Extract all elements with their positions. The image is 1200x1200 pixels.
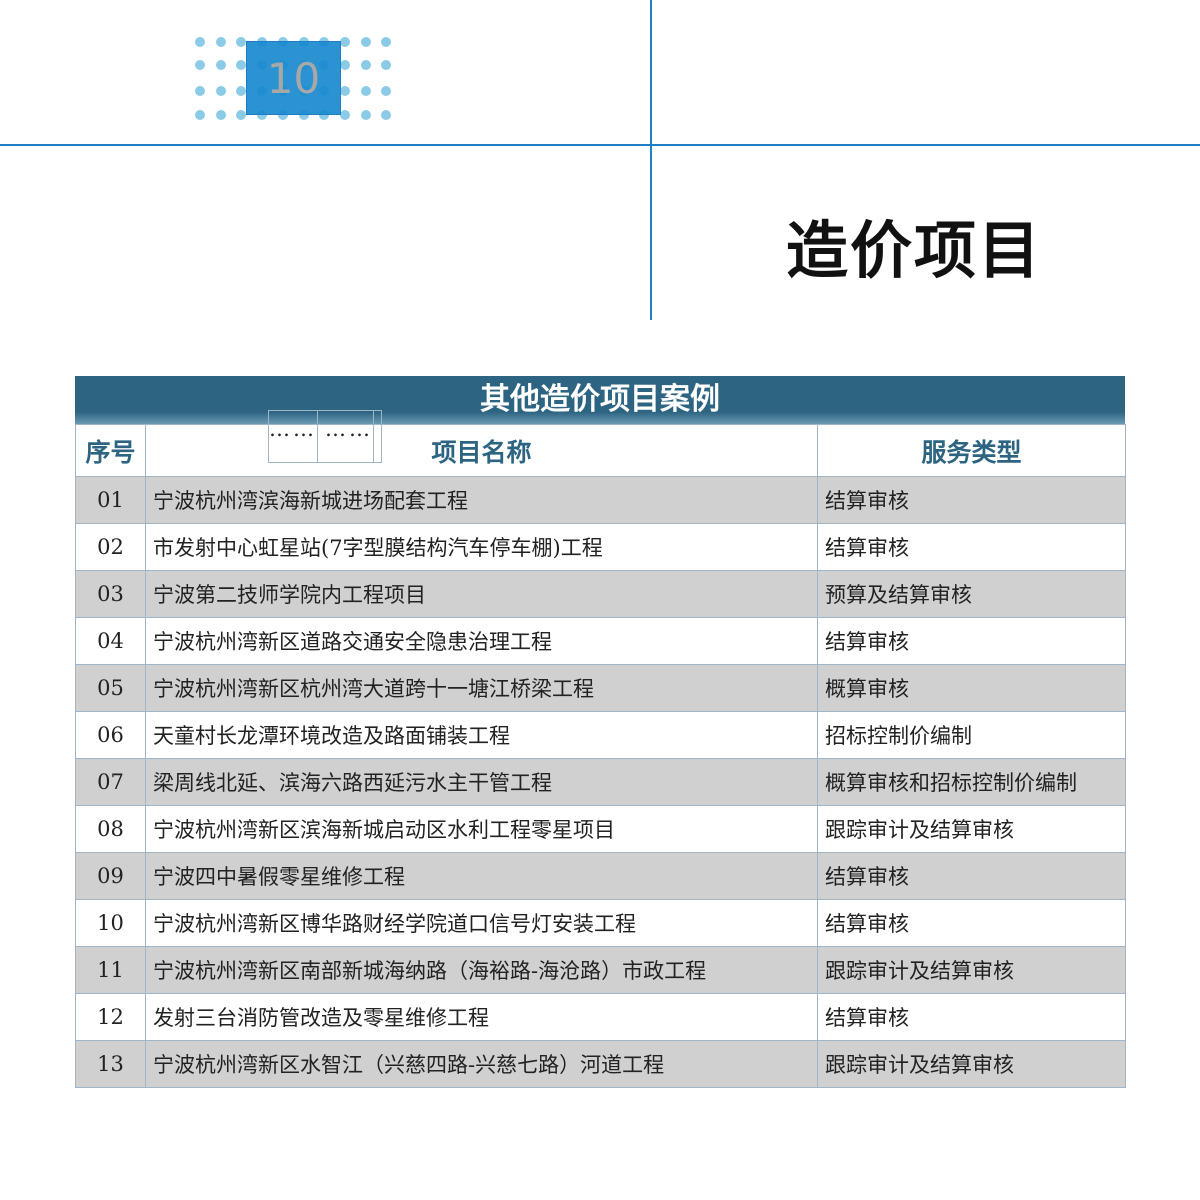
row-number: 04 [75,617,146,665]
row-number: 13 [75,1040,146,1088]
row-number: 07 [75,758,146,806]
dot [339,110,350,120]
dot [215,110,226,120]
row-number: 01 [75,476,146,524]
row-number: 09 [75,852,146,900]
project-name: 宁波杭州湾新区道路交通安全隐患治理工程 [145,617,818,665]
service-type: 跟踪审计及结算审核 [817,946,1126,994]
service-type: 结算审核 [817,852,1126,900]
project-table: 其他造价项目案例 序号 项目名称 服务类型 01 宁波杭州湾滨海新城进场配套工程结… [75,376,1126,1088]
table-row: 01 宁波杭州湾滨海新城进场配套工程 结算审核 [75,476,1126,524]
ellipsis-no: …… [268,410,318,463]
dot [339,86,350,96]
row-number: 02 [75,523,146,571]
table-row: 09 宁波四中暑假零星维修工程 结算审核 [75,852,1126,900]
project-name: 天童村长龙潭环境改造及路面铺装工程 [145,711,818,759]
service-type: 结算审核 [817,476,1126,524]
project-name: 宁波杭州湾新区滨海新城启动区水利工程零星项目 [145,805,818,853]
dot [381,86,392,96]
project-name: 宁波四中暑假零星维修工程 [145,852,818,900]
row-number: 03 [75,570,146,618]
service-type: 概算审核 [817,664,1126,712]
table-row: 07 梁周线北延、滨海六路西延污水主干管工程 概算审核和招标控制价编制 [75,758,1126,806]
row-number: 11 [75,946,146,994]
dot [339,37,350,47]
dot [360,86,371,96]
project-name: 宁波杭州湾新区博华路财经学院道口信号灯安装工程 [145,899,818,947]
table-row: 03 宁波第二技师学院内工程项目 预算及结算审核 [75,570,1126,618]
dot [195,60,205,70]
dot [381,60,392,70]
dot [360,110,371,120]
dot [360,60,371,70]
project-name: 宁波第二技师学院内工程项目 [145,570,818,618]
service-type: 跟踪审计及结算审核 [817,805,1126,853]
service-type: 招标控制价编制 [817,711,1126,759]
page-title: 造价项目 [786,214,1043,287]
header-type: 服务类型 [817,424,1126,477]
dot [339,60,350,70]
service-type: 结算审核 [817,993,1126,1041]
dot [236,37,247,47]
row-number: 08 [75,805,146,853]
dot [381,37,392,47]
dot [298,110,309,120]
table-row: 10 宁波杭州湾新区博华路财经学院道口信号灯安装工程 结算审核 [75,899,1126,947]
row-number: 06 [75,711,146,759]
project-name: 发射三台消防管改造及零星维修工程 [145,993,818,1041]
dot [360,37,371,47]
row-number: 12 [75,993,146,1041]
table-header-row: 序号 项目名称 服务类型 [75,424,1126,477]
service-type: 概算审核和招标控制价编制 [817,758,1126,806]
dot [319,110,330,120]
dot [215,86,226,96]
header-divider-horizontal [0,144,1200,146]
ellipsis-name: …… [317,410,374,463]
table-row: 06 天童村长龙潭环境改造及路面铺装工程 招标控制价编制 [75,711,1126,759]
table-row: 08 宁波杭州湾新区滨海新城启动区水利工程零星项目 跟踪审计及结算审核 [75,805,1126,853]
header-name: 项目名称 [145,424,818,477]
dot [236,86,247,96]
table-row: 13 宁波杭州湾新区水智江（兴慈四路-兴慈七路）河道工程 跟踪审计及结算审核 [75,1040,1126,1088]
dot [277,110,288,120]
empty-cell [373,410,382,463]
service-type: 结算审核 [817,899,1126,947]
project-name: 市发射中心虹星站(7字型膜结构汽车停车棚)工程 [145,523,818,571]
dot [215,60,226,70]
dot [257,110,268,120]
project-name: 宁波杭州湾新区水智江（兴慈四路-兴慈七路）河道工程 [145,1040,818,1088]
service-type: 结算审核 [817,523,1126,571]
table-row: 11 宁波杭州湾新区南部新城海纳路（海裕路-海沧路）市政工程 跟踪审计及结算审核 [75,946,1126,994]
table-row: 04 宁波杭州湾新区道路交通安全隐患治理工程 结算审核 [75,617,1126,665]
dot [195,86,205,96]
header-divider-vertical [650,0,652,320]
service-type: 结算审核 [817,617,1126,665]
table-row-ellipsis: ………… [268,410,478,500]
service-type: 跟踪审计及结算审核 [817,1040,1126,1088]
page-number-badge: 10 [246,41,341,115]
table-row: 05 宁波杭州湾新区杭州湾大道跨十一塘江桥梁工程 概算审核 [75,664,1126,712]
project-name: 宁波杭州湾滨海新城进场配套工程 [145,476,818,524]
row-number: 05 [75,664,146,712]
row-number: 10 [75,899,146,947]
header-no: 序号 [75,424,146,477]
project-name: 宁波杭州湾新区杭州湾大道跨十一塘江桥梁工程 [145,664,818,712]
service-type: 预算及结算审核 [817,570,1126,618]
project-name: 梁周线北延、滨海六路西延污水主干管工程 [145,758,818,806]
dot [215,37,226,47]
dot [195,37,205,47]
dot [236,60,247,70]
project-name: 宁波杭州湾新区南部新城海纳路（海裕路-海沧路）市政工程 [145,946,818,994]
dot [195,110,205,120]
table-title: 其他造价项目案例 [75,376,1125,424]
table-row: 12 发射三台消防管改造及零星维修工程 结算审核 [75,993,1126,1041]
dot [236,110,247,120]
dot [381,110,392,120]
table-row: 02 市发射中心虹星站(7字型膜结构汽车停车棚)工程 结算审核 [75,523,1126,571]
